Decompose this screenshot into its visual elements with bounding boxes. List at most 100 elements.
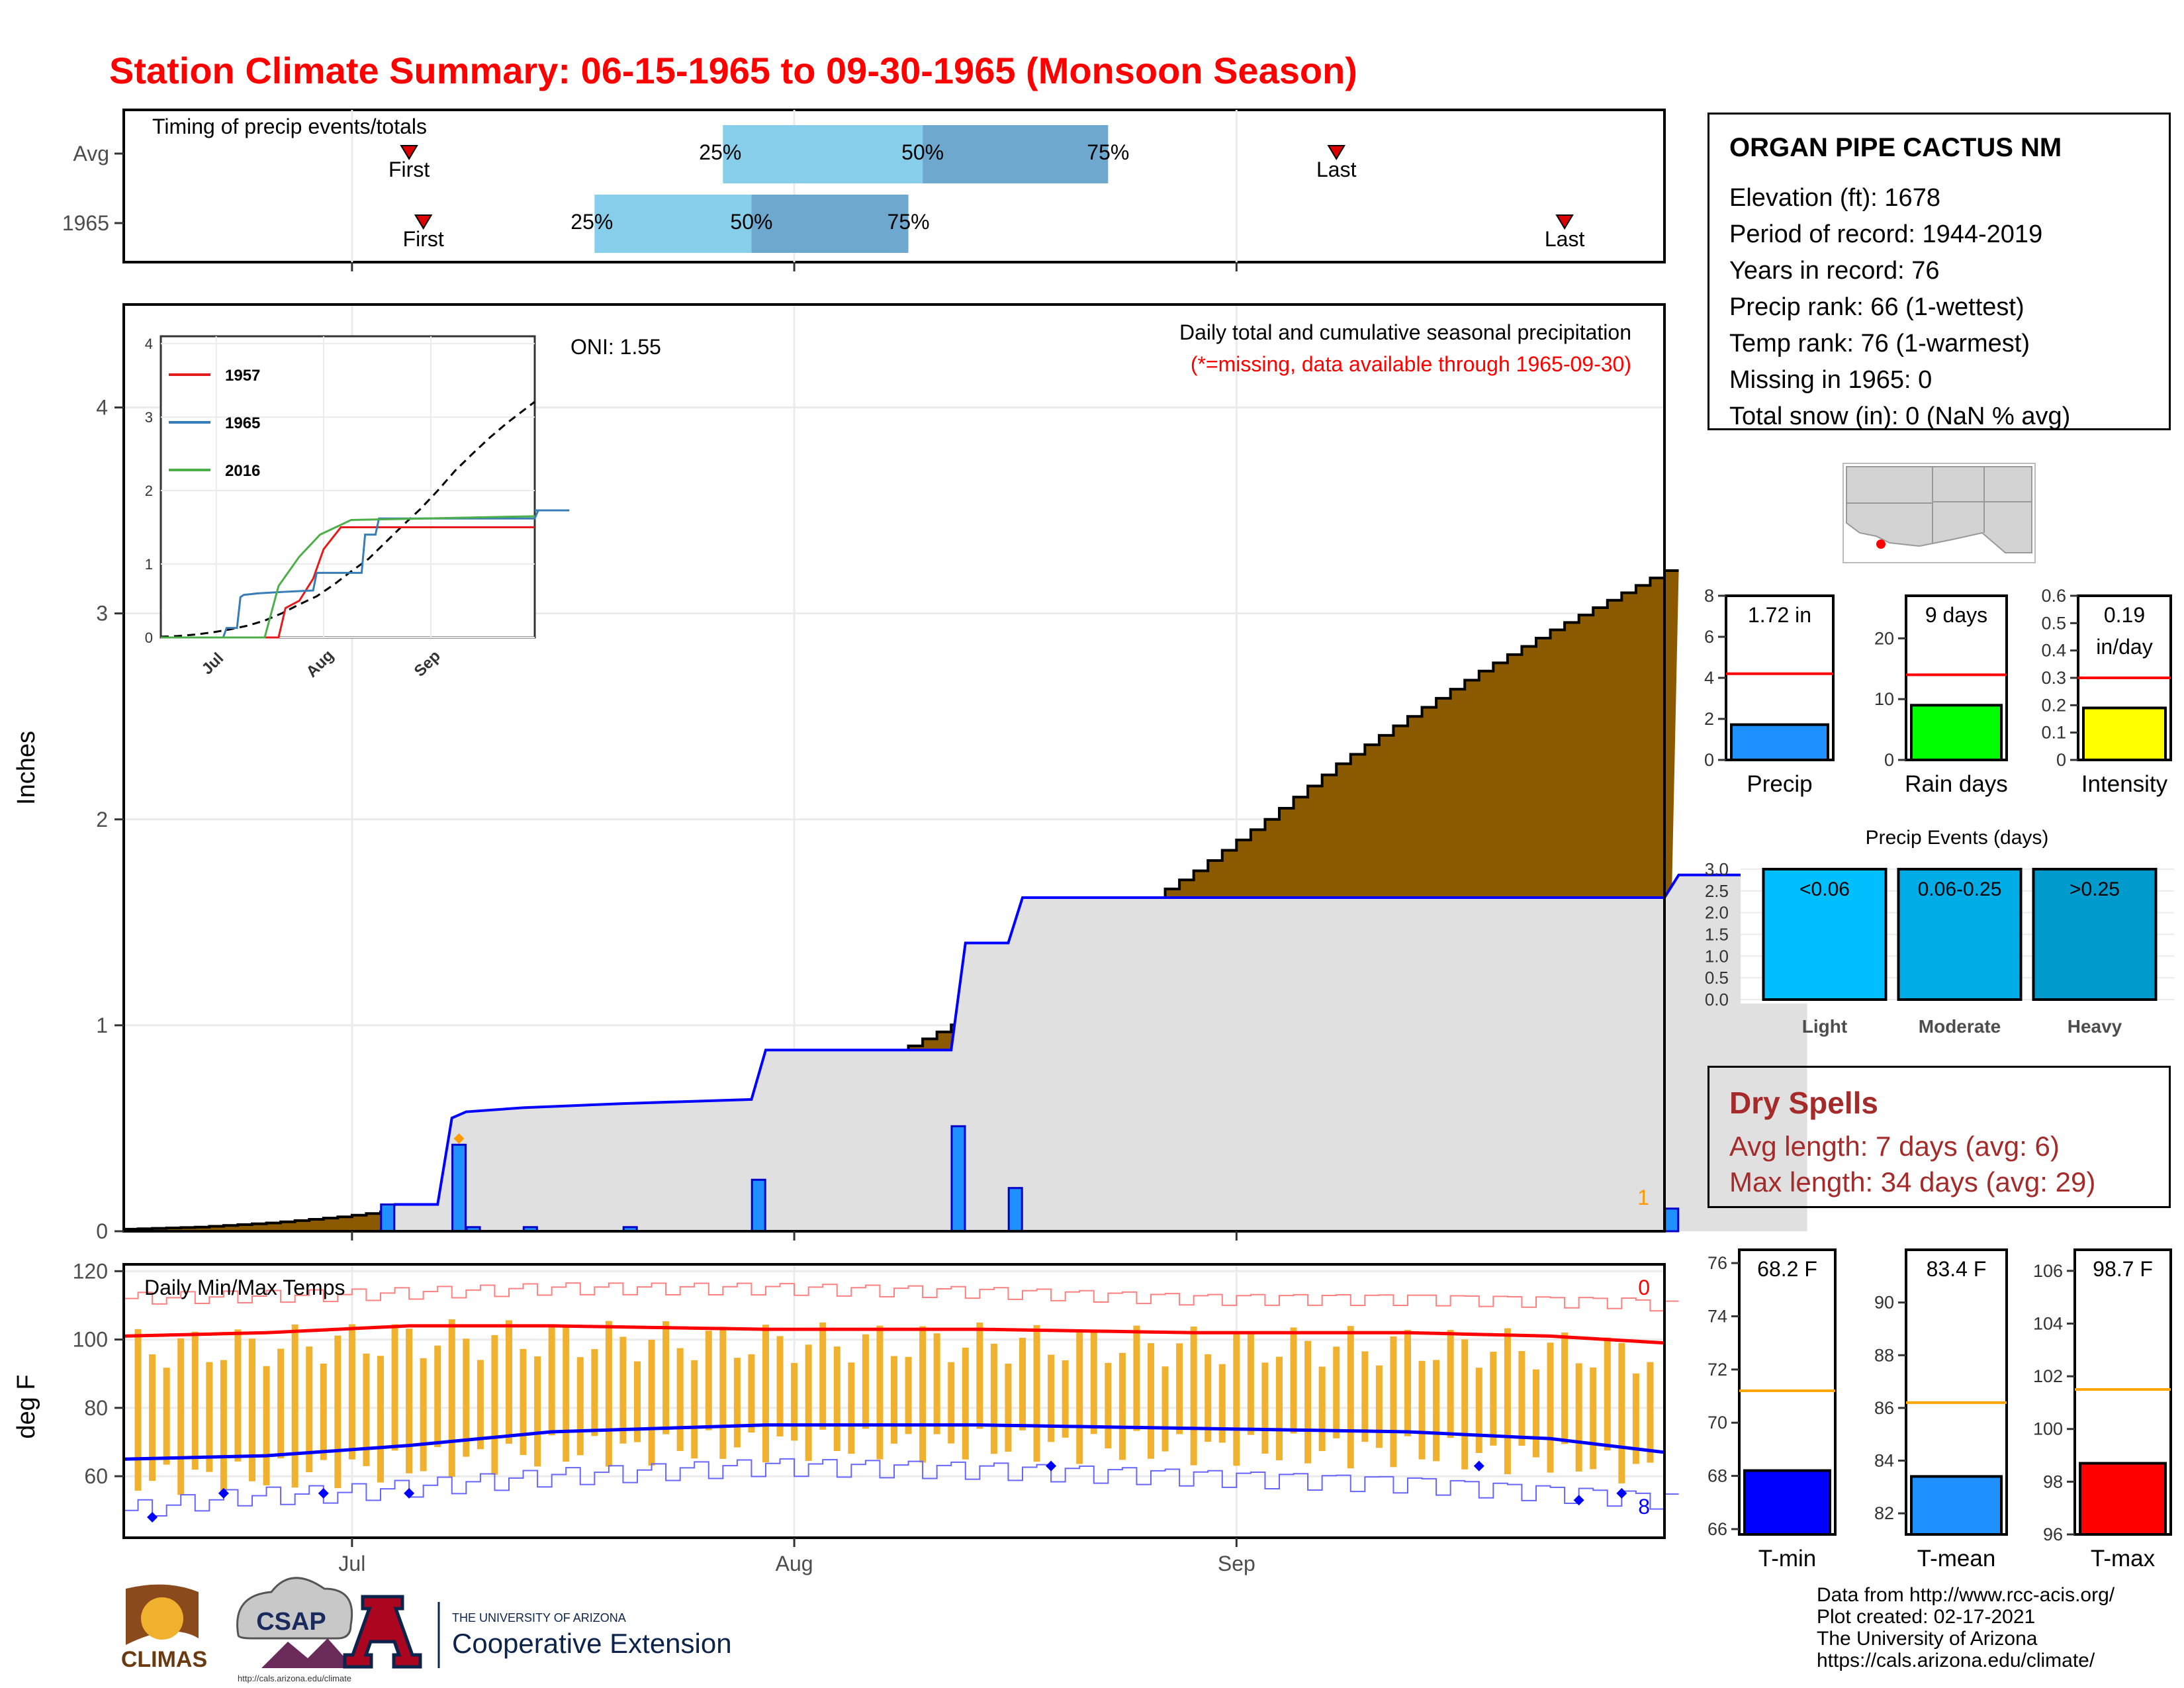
csap-logo-url: http://cals.arizona.edu/climate xyxy=(238,1673,351,1683)
station-info-box: ORGAN PIPE CACTUS NM Elevation (ft): 167… xyxy=(1707,113,2171,430)
intensity-mini-ytick-label-3: 0.3 xyxy=(2041,668,2066,688)
timeline-p75-label-0: 75% xyxy=(1087,140,1129,164)
tmax-record-line xyxy=(124,1282,1679,1312)
precip-panel: 0 1 2 3 4 Inches Daily total and cumulative se… xyxy=(13,303,1807,1243)
temp-daily-bar-27 xyxy=(506,1320,512,1444)
tmax-mini-ytick-label-0: 96 xyxy=(2043,1524,2063,1544)
temp-daily-bar-98 xyxy=(1518,1350,1525,1446)
intensity-mini-ytick-label-0: 0 xyxy=(2056,750,2066,770)
map-state-borders xyxy=(1846,467,2032,543)
precip-mini-ytick-label-3: 6 xyxy=(1704,627,1714,647)
temp-daily-bar-45 xyxy=(762,1325,769,1463)
tmin-mini-ytick-label-1: 68 xyxy=(1707,1466,1727,1486)
logos: CLIMAS CSAP http://cals.arizona.edu/climat… xyxy=(121,1577,732,1683)
events-category-2: Heavy xyxy=(2068,1016,2122,1037)
temp-daily-bar-81 xyxy=(1276,1356,1283,1460)
intensity-mini-value-label: 0.19 xyxy=(2104,603,2145,627)
temp-daily-bar-39 xyxy=(676,1348,684,1451)
precip-ytick-label-2: 2 xyxy=(96,808,108,831)
temp-daily-bar-43 xyxy=(733,1358,741,1448)
precip-ytick-label-1: 1 xyxy=(96,1013,108,1037)
temp-daily-bar-91 xyxy=(1418,1360,1426,1460)
station-elevation: Elevation (ft): 1678 xyxy=(1729,184,1940,212)
temp-daily-bar-31 xyxy=(563,1326,570,1462)
daily-precip-bar-8 xyxy=(1664,1207,1680,1233)
footer-line-data: Data from http://www.rcc-acis.org/ xyxy=(1817,1584,2115,1606)
events-bar-0 xyxy=(1762,868,1888,1001)
temp-daily-bar-16 xyxy=(348,1324,355,1460)
temp-daily-bar-99 xyxy=(1533,1369,1539,1458)
timeline-p75-label-1: 75% xyxy=(887,210,930,234)
tmax-mini-ytick-label-4: 104 xyxy=(2033,1313,2063,1333)
temp-daily-bar-79 xyxy=(1247,1331,1254,1435)
temp-daily-bar-18 xyxy=(377,1356,384,1483)
temps-ytick-label-1: 80 xyxy=(84,1396,108,1420)
dry-spells-avg: Avg length: 7 days (avg: 6) xyxy=(1729,1131,2060,1162)
events-bar-label-2: >0.25 xyxy=(2070,878,2120,900)
temp-daily-bar-5 xyxy=(191,1331,199,1470)
csap-logo-text: CSAP xyxy=(256,1608,326,1636)
precip-ytick-label-3: 3 xyxy=(96,602,108,626)
temp-daily-bar-48 xyxy=(805,1344,812,1461)
temp-daily-bar-19 xyxy=(391,1324,398,1451)
temp-daily-bar-55 xyxy=(905,1356,912,1434)
temps-xtick-label-1: Aug xyxy=(776,1552,813,1575)
temp-daily-bar-25 xyxy=(477,1360,484,1450)
temp-daily-bar-2 xyxy=(149,1354,156,1481)
temp-daily-bar-92 xyxy=(1433,1360,1440,1462)
temp-daily-bar-90 xyxy=(1404,1329,1411,1436)
temp-daily-bar-107 xyxy=(1647,1362,1654,1463)
station-period: Period of record: 1944-2019 xyxy=(1729,220,2043,248)
inset-legend-label-2016: 2016 xyxy=(225,462,260,480)
temp-daily-bar-88 xyxy=(1375,1365,1383,1448)
precip-mini-ytick-label-1: 2 xyxy=(1704,709,1714,729)
temps-ytick-label-3: 120 xyxy=(73,1259,108,1283)
temp-daily-bar-97 xyxy=(1504,1328,1511,1474)
tmin-mini-category: T-min xyxy=(1758,1546,1817,1571)
tmean-mini-bar xyxy=(1910,1475,2003,1536)
inset-series-1957 xyxy=(161,526,535,639)
intensity-mini-ytick-label-2: 0.2 xyxy=(2041,695,2066,715)
timeline-row-label-1: 1965 xyxy=(62,211,109,235)
temp-daily-bar-10 xyxy=(263,1366,270,1485)
dry-spells-title: Dry Spells xyxy=(1729,1086,1878,1120)
temp-daily-bar-40 xyxy=(691,1360,698,1459)
footer-line-university: The University of Arizona xyxy=(1817,1628,2038,1650)
dry-spells-max: Max length: 34 days (avg: 29) xyxy=(1729,1166,2096,1197)
tmax-mini-ytick-label-1: 98 xyxy=(2043,1472,2063,1491)
events-ytick-label-0: 0.0 xyxy=(1705,990,1729,1009)
tmin-record-marker-7 xyxy=(1616,1487,1627,1499)
temp-daily-bar-101 xyxy=(1561,1332,1569,1444)
events-bar-1 xyxy=(1897,868,2023,1001)
temp-daily-bar-56 xyxy=(919,1326,927,1463)
temp-daily-bar-34 xyxy=(605,1321,612,1467)
temp-daily-bar-84 xyxy=(1318,1366,1326,1452)
temp-daily-bar-50 xyxy=(833,1346,841,1452)
precip-mini-bar xyxy=(1730,723,1829,762)
timeline-box-50-75-0 xyxy=(923,125,1109,183)
tmax-mini-category: T-max xyxy=(2091,1546,2156,1571)
page-title: Station Climate Summary: 06-15-1965 to 0… xyxy=(109,50,1357,91)
events-ytick-label-2: 1.0 xyxy=(1705,946,1729,966)
temps-ytick-label-0: 60 xyxy=(84,1464,108,1488)
temp-daily-bar-80 xyxy=(1261,1362,1269,1454)
temp-daily-bar-89 xyxy=(1390,1336,1397,1468)
timeline-first-marker-0 xyxy=(400,145,418,160)
tmean-mini-ytick-label-4: 90 xyxy=(1874,1293,1894,1313)
temp-daily-bar-106 xyxy=(1632,1373,1639,1464)
raindays-mini-value-label: 9 days xyxy=(1925,603,1987,627)
cumulative-1965-area xyxy=(124,874,1807,1231)
inset-series-2016 xyxy=(161,515,535,639)
inset-ytick-label-1: 1 xyxy=(145,556,153,573)
precip-count-label: 1 xyxy=(1637,1186,1649,1209)
temp-daily-bar-44 xyxy=(748,1354,755,1433)
temp-daily-bar-22 xyxy=(434,1345,441,1448)
temp-daily-bar-3 xyxy=(163,1368,170,1465)
temp-daily-bar-38 xyxy=(662,1321,670,1434)
intensity-mini-bar xyxy=(2082,706,2167,762)
temp-daily-bar-11 xyxy=(277,1348,285,1459)
temp-daily-bar-103 xyxy=(1590,1367,1597,1470)
temp-daily-bar-14 xyxy=(320,1363,327,1460)
temp-daily-bar-6 xyxy=(206,1362,213,1472)
